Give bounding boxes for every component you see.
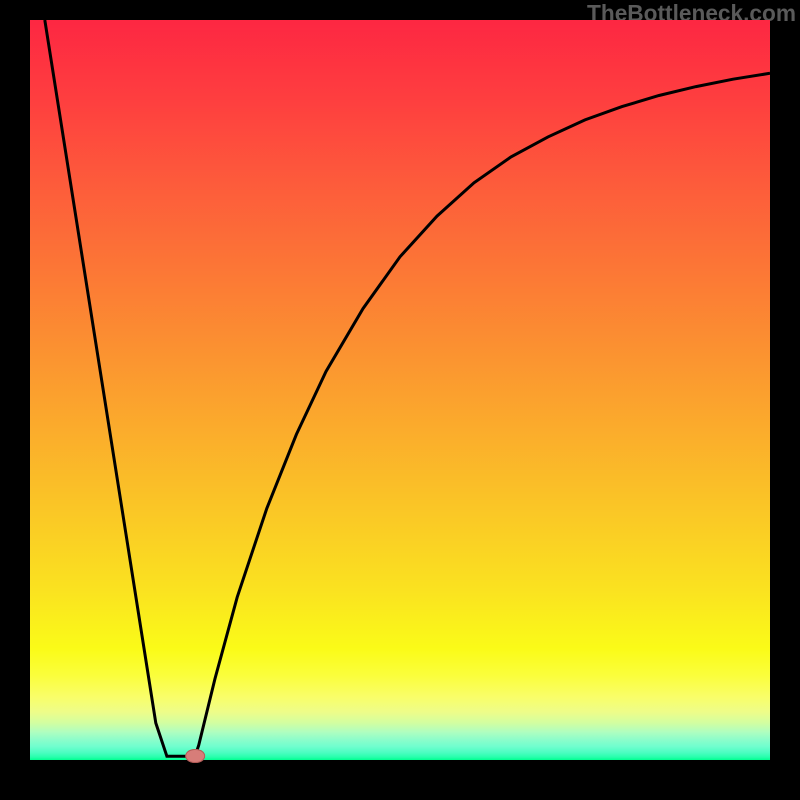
chart-frame: TheBottleneck.com: [0, 0, 800, 800]
bottleneck-curve: [45, 20, 770, 756]
plot-area: [30, 20, 770, 760]
optimal-point-marker: [185, 749, 205, 763]
curve-layer: [30, 20, 770, 760]
